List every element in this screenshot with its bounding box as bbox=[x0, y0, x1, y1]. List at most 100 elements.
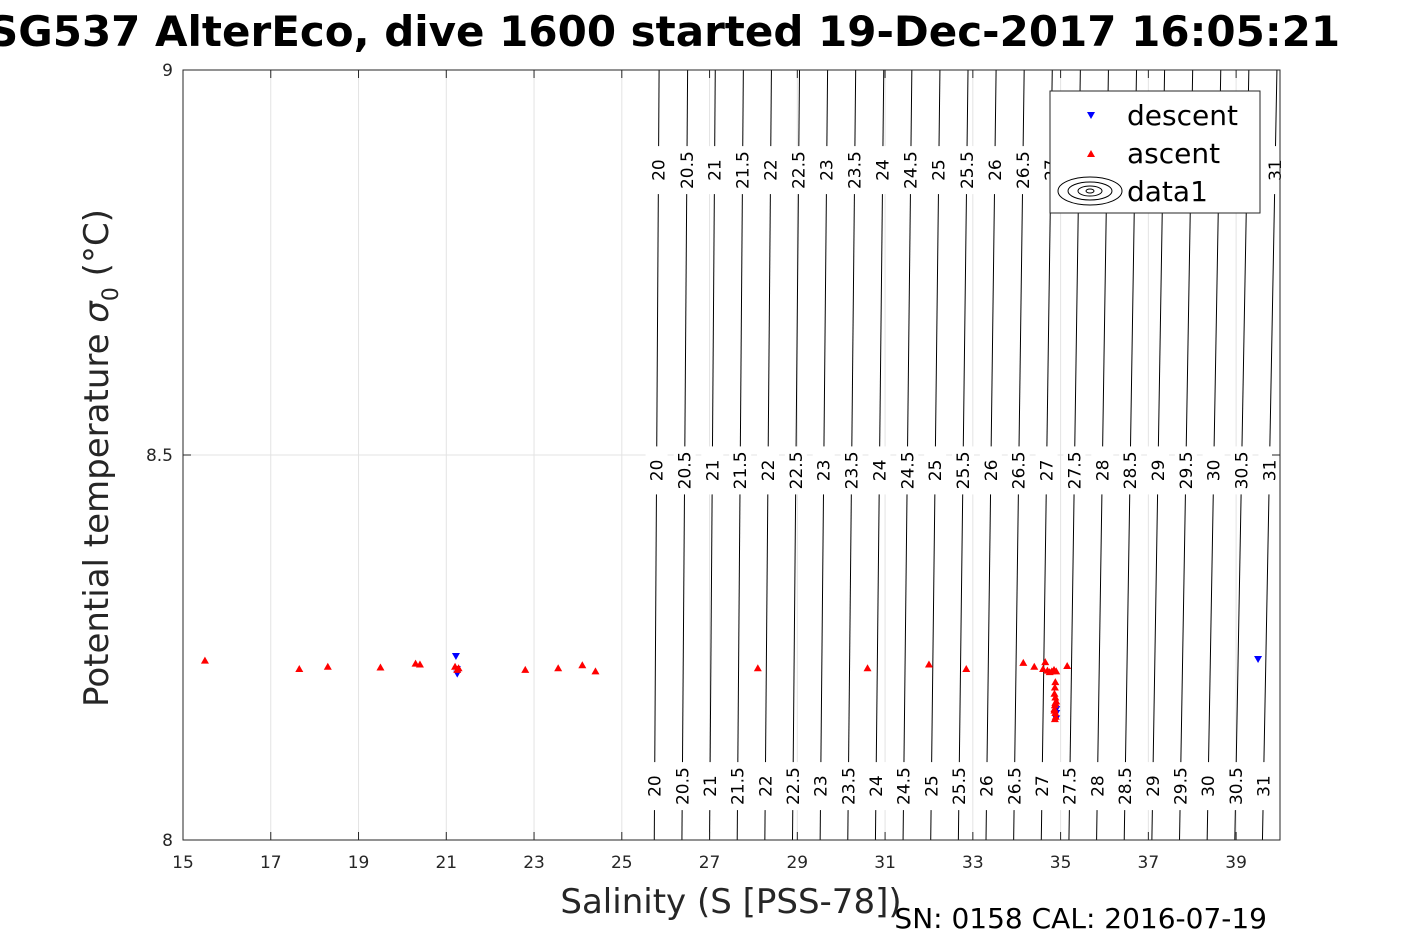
contour-label: 26.5 bbox=[1005, 767, 1025, 805]
contour-label-bg bbox=[784, 446, 807, 495]
contour-label-bg bbox=[643, 762, 666, 811]
contour-label: 24 bbox=[867, 775, 887, 797]
x-tick-label: 15 bbox=[172, 853, 194, 873]
contour-label-bg bbox=[1224, 762, 1247, 811]
y-tick-label: 8.5 bbox=[146, 446, 173, 466]
contour-label-bg bbox=[1146, 446, 1169, 495]
contour-label: 22.5 bbox=[784, 767, 804, 805]
contour-label-bg bbox=[726, 762, 749, 811]
contour-label: 25.5 bbox=[958, 151, 978, 189]
contour-label-bg bbox=[754, 762, 777, 811]
ascent-point bbox=[1063, 661, 1072, 669]
ascent-point bbox=[1039, 665, 1048, 673]
contour-label-bg bbox=[703, 146, 726, 195]
contour-label: 25.5 bbox=[954, 451, 974, 489]
contour-label: 28 bbox=[1093, 460, 1113, 482]
contour-label-bg bbox=[983, 146, 1006, 195]
contour-label: 20.5 bbox=[676, 451, 696, 489]
contour-label-bg bbox=[698, 762, 721, 811]
contour-label: 21 bbox=[703, 460, 723, 482]
contour-label-bg bbox=[896, 446, 919, 495]
ascent-point bbox=[578, 661, 587, 669]
contour-label: 20 bbox=[649, 159, 669, 181]
y-tick-label: 8 bbox=[162, 831, 173, 851]
contour-label-bg bbox=[1230, 446, 1253, 495]
y-tick-label: 9 bbox=[162, 61, 173, 81]
x-tick-label: 17 bbox=[260, 853, 282, 873]
contour-label: 30 bbox=[1199, 775, 1219, 797]
contour-label: 31 bbox=[1260, 460, 1280, 482]
contour-label-bg bbox=[815, 146, 838, 195]
ascent-point bbox=[295, 665, 304, 673]
contour-label-bg bbox=[647, 146, 670, 195]
contour-label-bg bbox=[1063, 446, 1086, 495]
ascent-point bbox=[415, 660, 424, 668]
contour-label-bg bbox=[948, 762, 971, 811]
contour-label: 24 bbox=[870, 460, 890, 482]
x-tick-label: 27 bbox=[699, 853, 721, 873]
ascent-point bbox=[1041, 658, 1050, 666]
contour-label: 26 bbox=[978, 775, 998, 797]
contour-label-bg bbox=[920, 762, 943, 811]
contour-label-bg bbox=[1202, 446, 1225, 495]
x-tick-label: 31 bbox=[874, 853, 896, 873]
contour-label-bg bbox=[675, 146, 698, 195]
descent-point bbox=[451, 652, 460, 660]
contour-label-bg bbox=[1169, 762, 1192, 811]
x-tick-label: 33 bbox=[962, 853, 984, 873]
contour-label: 25.5 bbox=[950, 767, 970, 805]
contour-label: 21 bbox=[701, 775, 721, 797]
ascent-point bbox=[1050, 683, 1059, 691]
contour-label-bg bbox=[955, 146, 978, 195]
x-tick-label: 25 bbox=[611, 853, 633, 873]
contour-label: 28.5 bbox=[1121, 451, 1141, 489]
x-tick-label: 19 bbox=[348, 853, 370, 873]
contour-label-bg bbox=[843, 146, 866, 195]
contour-label-bg bbox=[1035, 446, 1058, 495]
legend-data1-marker bbox=[1057, 176, 1123, 206]
contour-label-bg bbox=[1091, 446, 1114, 495]
legend-ascent-label: ascent bbox=[1127, 137, 1220, 170]
contour-label-bg bbox=[975, 762, 998, 811]
contour-label: 22.5 bbox=[790, 151, 810, 189]
contour-label: 20 bbox=[646, 775, 666, 797]
contour-label-bg bbox=[840, 446, 863, 495]
contour-label-bg bbox=[701, 446, 724, 495]
contour-label: 21 bbox=[706, 159, 726, 181]
contour-label: 24.5 bbox=[902, 151, 922, 189]
y-axis-label-unit: (°C) bbox=[77, 209, 117, 287]
contour-label: 21.5 bbox=[731, 451, 751, 489]
contour-label-bg bbox=[927, 146, 950, 195]
contour-label-bg bbox=[1058, 762, 1081, 811]
contour-label-bg bbox=[1011, 146, 1034, 195]
y-axis-label-main: Potential temperature bbox=[77, 323, 117, 707]
ascent-point bbox=[1019, 658, 1028, 666]
contour-label: 22 bbox=[759, 460, 779, 482]
contour-label: 26.5 bbox=[1010, 451, 1030, 489]
ascent-point bbox=[376, 663, 385, 671]
contour-label: 21.5 bbox=[729, 767, 749, 805]
contour-label-bg bbox=[1264, 146, 1287, 195]
y-axis-label-sigma: σ bbox=[77, 300, 117, 323]
x-tick-label: 29 bbox=[786, 853, 808, 873]
chart-title: SG537 AlterEco, dive 1600 started 19-Dec… bbox=[0, 7, 1340, 56]
contour-label: 20.5 bbox=[678, 151, 698, 189]
contour-label: 29.5 bbox=[1177, 451, 1197, 489]
contour-label-bg bbox=[871, 146, 894, 195]
ascent-point bbox=[1030, 662, 1039, 670]
contour-label: 22 bbox=[756, 775, 776, 797]
contour-label: 23 bbox=[818, 159, 838, 181]
contour-label: 29.5 bbox=[1171, 767, 1191, 805]
contour-label-bg bbox=[809, 762, 832, 811]
contour-label: 20.5 bbox=[673, 767, 693, 805]
contour-label-bg bbox=[671, 762, 694, 811]
contour-label-bg bbox=[1003, 762, 1026, 811]
ascent-point bbox=[1050, 706, 1059, 714]
contour-label-bg bbox=[1007, 446, 1030, 495]
ascent-point bbox=[591, 667, 600, 675]
ascent-point bbox=[554, 664, 563, 672]
contour-label: 29 bbox=[1144, 775, 1164, 797]
contour-label: 23.5 bbox=[843, 451, 863, 489]
contour-label-bg bbox=[1031, 762, 1054, 811]
ascent-point bbox=[454, 664, 463, 672]
